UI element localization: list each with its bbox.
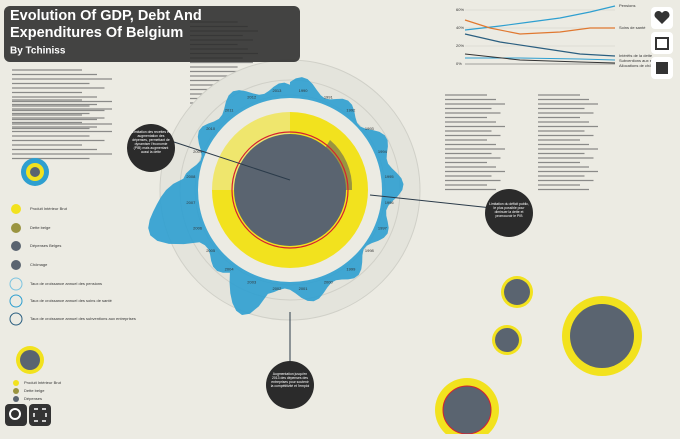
core xyxy=(234,134,346,246)
series-label: Pensions xyxy=(619,3,635,8)
legend-label: Produit Intérieur Brut xyxy=(30,206,68,211)
legend-label: Taux de croissance annuel des pensions xyxy=(30,281,102,286)
year-label: 2007 xyxy=(186,200,196,205)
zoom-icon xyxy=(9,408,21,420)
y-tick-label: 20% xyxy=(456,43,464,48)
year-label: 1998 xyxy=(365,248,375,253)
line xyxy=(465,57,616,61)
year-label: 1999 xyxy=(346,266,356,271)
callout: Limitation du déficit public, le plus po… xyxy=(489,202,529,218)
year-label: 2010 xyxy=(206,126,216,131)
legend-icon xyxy=(9,312,23,326)
callout-bubble xyxy=(485,189,533,237)
title-wrap: Evolution Of GDP, Debt And Expenditures … xyxy=(10,8,202,41)
radial-chart xyxy=(148,59,421,321)
legend-label: Taux de croissance annuel des soins de s… xyxy=(30,298,113,303)
year-label: 1993 xyxy=(365,126,375,131)
share-button[interactable] xyxy=(651,32,673,54)
year-label: 1992 xyxy=(346,108,356,113)
line xyxy=(464,5,616,31)
callout-text: Augmentation jusqu'en 2013 des dépenses … xyxy=(270,372,310,388)
callout-text: Limitation du déficit public, le plus po… xyxy=(489,202,529,218)
legend-label: Dépenses xyxy=(24,396,42,401)
share-icon xyxy=(655,37,669,50)
year-label: 2006 xyxy=(193,225,203,230)
legend-icon xyxy=(9,277,23,291)
year-label: 2002 xyxy=(272,286,282,291)
legend-icon xyxy=(13,380,19,386)
year-label: 1997 xyxy=(378,225,388,230)
year-label: 2013 xyxy=(272,88,282,93)
callout-text: Limitation des recettes et augmentation … xyxy=(132,130,170,154)
bubble xyxy=(570,304,634,368)
series-label: Subventions aux entreprises xyxy=(619,58,669,63)
legend-label: Produit Intérieur Brut xyxy=(24,380,62,385)
callout-bubble xyxy=(127,124,175,172)
series-label: Allocations de chômage xyxy=(619,63,662,68)
year-label: 2008 xyxy=(186,174,196,179)
legend-icon xyxy=(13,396,19,402)
callout: Limitation des recettes et augmentation … xyxy=(132,130,170,154)
line xyxy=(464,33,616,57)
year-label: 2004 xyxy=(225,266,235,271)
line-chart: 60% 40% 20% 0% Pensions Soins de santé I… xyxy=(456,3,669,68)
year-label: 2005 xyxy=(206,248,216,253)
year-label: 1996 xyxy=(385,200,395,205)
fullscreen-button[interactable] xyxy=(29,404,51,426)
year-label: 1994 xyxy=(378,149,388,154)
bubble xyxy=(442,385,492,435)
toolbar xyxy=(5,7,673,426)
legend-label: Dette belge xyxy=(30,225,51,230)
title: Evolution Of GDP, Debt And Expenditures … xyxy=(10,8,202,41)
bubble xyxy=(495,328,519,352)
bubbles xyxy=(435,276,642,439)
embed-icon xyxy=(656,62,668,74)
year-label: 2012 xyxy=(247,95,257,100)
title-box xyxy=(4,6,300,62)
y-tick-label: 0% xyxy=(456,61,462,66)
legend-icon xyxy=(11,241,21,251)
year-label: 2001 xyxy=(299,286,309,291)
zoom-button[interactable] xyxy=(5,404,27,426)
year-label: 2000 xyxy=(324,279,334,284)
author: By Tchiniss xyxy=(10,46,66,57)
callout-bubble xyxy=(266,361,314,409)
heart-icon xyxy=(654,10,670,24)
legend-label: Dette belge xyxy=(24,388,45,393)
legend-label: Dépenses Belges xyxy=(30,243,61,248)
legend-icon xyxy=(11,223,21,233)
year-label: 2011 xyxy=(225,108,234,113)
legend-icon xyxy=(13,388,19,394)
legend-icon xyxy=(9,294,23,308)
series-label: Soins de santé xyxy=(619,25,646,30)
legend: Produit Intérieur Brut Dette belge Dépen… xyxy=(9,158,136,402)
debt-line xyxy=(231,131,349,249)
y-tick-label: 60% xyxy=(456,7,464,12)
callout: Augmentation jusqu'en 2013 des dépenses … xyxy=(270,372,310,388)
legend-icon xyxy=(11,204,21,214)
callout-line xyxy=(369,194,493,209)
legend-label: Taux de croissance annuel des subvention… xyxy=(30,316,136,321)
y-tick-label: 40% xyxy=(456,25,464,30)
year-label: 1990 xyxy=(299,88,309,93)
series-label: Intérêts de la dette xyxy=(619,53,653,58)
legend-icon xyxy=(11,260,21,270)
year-labels: 1990 1991 1992 1993 1994 1995 1996 1997 1998 1999… xyxy=(186,88,394,291)
year-label: 1995 xyxy=(385,174,395,179)
line xyxy=(464,53,616,64)
callout-line xyxy=(173,141,291,181)
year-label: 2003 xyxy=(247,279,257,284)
legend-label: Chômage xyxy=(30,262,48,267)
year-label: 1991 xyxy=(324,95,334,100)
bubble xyxy=(504,279,530,305)
legend-icon xyxy=(20,350,40,370)
legend-icon xyxy=(30,167,40,177)
year-label: 2009 xyxy=(193,149,203,154)
fullscreen-icon xyxy=(33,408,47,422)
line xyxy=(464,19,615,35)
